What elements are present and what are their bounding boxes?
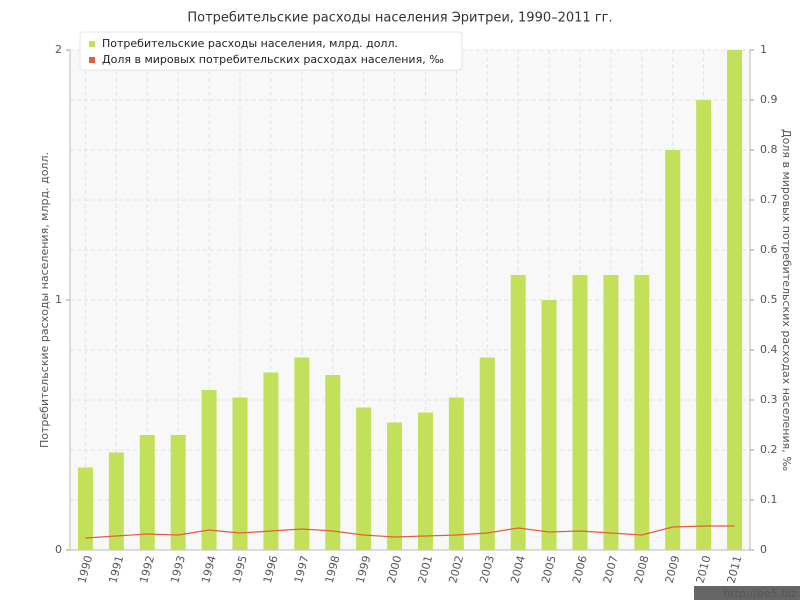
y2-tick-label: 0.5 [760, 293, 778, 306]
x-tick-label: 1993 [168, 554, 188, 584]
x-tick-label: 2008 [632, 554, 652, 584]
bar [325, 375, 341, 550]
y2-tick-label: 0.4 [760, 343, 778, 356]
y2-tick-label: 1 [760, 43, 767, 56]
bar [387, 422, 403, 550]
x-tick-label: 2006 [570, 554, 590, 584]
bar [634, 275, 650, 550]
y-tick-label: 2 [55, 43, 62, 56]
x-tick-label: 1991 [106, 554, 126, 584]
x-tick-label: 1996 [261, 554, 281, 584]
legend-box [79, 31, 463, 71]
bar [77, 467, 93, 550]
y2-tick-label: 0.9 [760, 93, 778, 106]
bar [417, 412, 433, 550]
bar [356, 407, 372, 550]
x-tick-label: 2003 [477, 554, 497, 584]
y2-tick-label: 0 [760, 543, 767, 556]
bar [294, 357, 310, 550]
bar [665, 150, 681, 550]
bar [541, 300, 557, 550]
y2-axis-title: Доля в мировых потребительских расходах … [780, 129, 793, 471]
bar [603, 275, 619, 550]
x-tick-label: 1998 [323, 554, 343, 584]
bar [448, 397, 464, 550]
legend-label: Потребительские расходы населения, млрд.… [102, 37, 398, 50]
bar [108, 452, 124, 550]
bar [170, 435, 186, 550]
bar [139, 435, 155, 550]
y2-tick-label: 0.2 [760, 443, 778, 456]
y2-tick-label: 0.7 [760, 193, 778, 206]
legend-label: Доля в мировых потребительских расходах … [102, 53, 444, 66]
bar [232, 397, 248, 550]
y-axis-title: Потребительские расходы населения, млрд.… [38, 152, 51, 448]
y2-tick-label: 0.6 [760, 243, 778, 256]
x-tick-label: 2010 [694, 554, 714, 584]
x-tick-label: 1995 [230, 554, 250, 584]
x-tick-label: 2005 [539, 554, 559, 584]
x-tick-label: 1992 [137, 554, 157, 584]
x-tick-label: 2007 [601, 554, 621, 584]
bar [727, 50, 743, 550]
line [85, 525, 735, 539]
x-tick-label: 2001 [415, 554, 435, 584]
y-tick-label: 1 [55, 293, 62, 306]
bar [201, 390, 217, 550]
watermark: http://be5.biz [723, 587, 797, 600]
y2-tick-label: 0.8 [760, 143, 778, 156]
bar [696, 100, 712, 550]
x-tick-label: 2004 [508, 554, 528, 584]
y-tick-label: 0 [55, 543, 62, 556]
bar [263, 372, 279, 550]
bar [479, 357, 495, 550]
y2-tick-label: 0.1 [760, 493, 778, 506]
x-tick-label: 1997 [292, 554, 312, 584]
x-tick-label: 1990 [75, 554, 95, 584]
bar [572, 275, 588, 550]
x-tick-label: 1999 [354, 554, 374, 584]
x-tick-label: 2000 [385, 554, 405, 584]
chart-title: Потребительские расходы населения Эритре… [187, 11, 612, 26]
x-tick-label: 2009 [663, 554, 683, 584]
x-tick-label: 2011 [725, 554, 745, 584]
legend-swatch [89, 57, 95, 63]
watermark-box [694, 586, 800, 600]
bar [510, 275, 526, 550]
x-tick-label: 2002 [446, 554, 466, 584]
x-tick-label: 1994 [199, 554, 219, 584]
legend-swatch [89, 41, 95, 47]
y2-tick-label: 0.3 [760, 393, 778, 406]
